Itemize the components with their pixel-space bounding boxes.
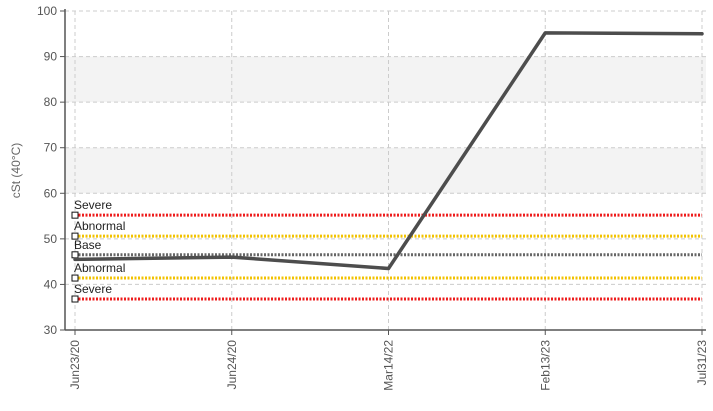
reference-label-1: Severe — [74, 198, 112, 212]
y-tick-label-70: 70 — [44, 141, 58, 155]
background-band-1 — [65, 147, 706, 194]
labels: Severe Abnormal Base Abnormal Severe — [74, 198, 125, 296]
reference-marker-4 — [71, 274, 79, 282]
y-tick-label-50: 50 — [44, 232, 58, 246]
x-tick-label-4: Feb13/23 — [538, 340, 552, 391]
x-tick-label-5: Jul31/23 — [695, 340, 709, 386]
data-point-2 — [230, 255, 234, 259]
x-tick-label-3: Mar14/22 — [382, 340, 396, 391]
x-tick-label-1: Jun23/20 — [68, 340, 82, 390]
reference-label-5: Severe — [74, 282, 112, 296]
y-axis-title: cSt (40°C) — [9, 143, 23, 198]
background-bands — [65, 56, 706, 194]
reference-marker-5 — [71, 295, 79, 303]
data-point-1 — [73, 257, 77, 261]
reference-label-2: Abnormal — [74, 219, 125, 233]
reference-marker-2 — [71, 232, 79, 240]
reference-lines — [71, 211, 702, 303]
reference-marker-3 — [71, 251, 79, 259]
y-tick-label-100: 100 — [37, 4, 57, 18]
reference-label-3: Base — [74, 238, 102, 252]
y-tick-label-30: 30 — [44, 323, 58, 337]
reference-marker-1 — [71, 211, 79, 219]
y-tick-label-90: 90 — [44, 50, 58, 64]
series — [73, 31, 704, 271]
data-point-4 — [543, 31, 547, 35]
axes: 30 40 50 60 70 80 90 100 Jun23/20 Jun24/20 Mar14/2… — [9, 4, 709, 391]
reference-label-4: Abnormal — [74, 261, 125, 275]
grid — [65, 10, 706, 331]
y-tick-label-60: 60 — [44, 186, 58, 200]
data-point-5 — [700, 32, 704, 36]
x-tick-label-2: Jun24/20 — [225, 340, 239, 390]
y-tick-label-80: 80 — [44, 95, 58, 109]
y-tick-label-40: 40 — [44, 277, 58, 291]
data-point-3 — [387, 266, 390, 270]
background-band-2 — [65, 56, 706, 103]
